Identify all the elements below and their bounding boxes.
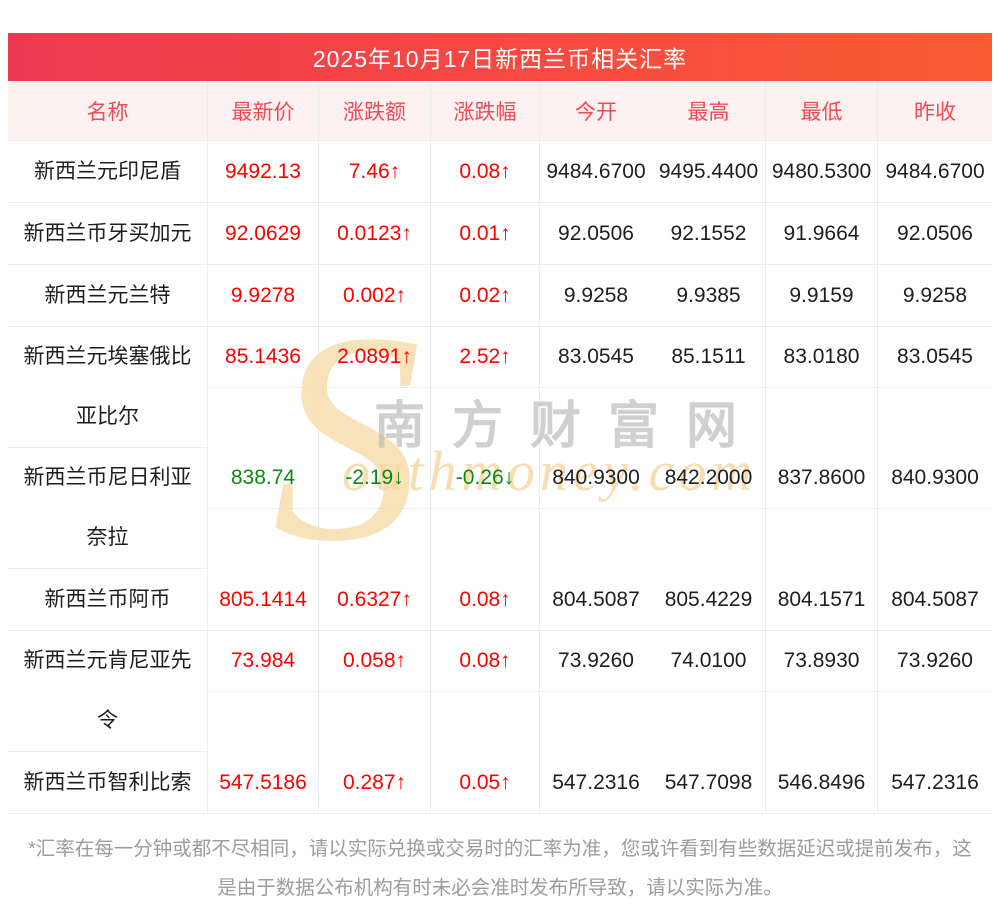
prev-close-price: 9484.6700 (885, 159, 985, 183)
change-percent: 0.08↑ (459, 159, 511, 183)
row-name: 新西兰币牙买加元 (23, 221, 192, 245)
table-row: 新西兰元埃塞俄比亚比尔 85.1436 2.0891↑ 2.52↑ 83.054… (8, 327, 992, 448)
prev-close-price: 73.9260 (878, 631, 992, 692)
disclaimer-note: *汇率在每一分钟或都不尽相同，请以实际兑换或交易时的汇率为准，您或许看到有些数据… (28, 838, 972, 899)
low-price: 91.9664 (783, 221, 860, 245)
low-price: 73.8930 (766, 631, 877, 692)
table-row: 新西兰币阿币 805.1414 0.6327↑ 0.08↑ 804.5087 8… (8, 569, 992, 631)
latest-price: 85.1436 (208, 327, 318, 388)
high-price: 805.4229 (664, 587, 753, 611)
row-name: 新西兰币智利比索 (23, 770, 192, 794)
latest-price: 805.1414 (219, 587, 307, 611)
column-header-latest: 最新价 (207, 81, 318, 140)
change-percent: 2.52↑ (431, 327, 539, 388)
high-price: 9.9385 (676, 283, 741, 307)
change-amount: 7.46↑ (348, 159, 401, 183)
high-price: 92.1552 (670, 221, 747, 245)
row-name: 新西兰币阿币 (44, 587, 171, 611)
prev-close-price: 92.0506 (897, 221, 973, 245)
change-amount: 0.002↑ (342, 283, 407, 307)
high-price: 9495.4400 (658, 159, 759, 183)
column-header-open: 今开 (539, 81, 652, 140)
low-price: 9480.5300 (771, 159, 872, 183)
table-row: 新西兰元兰特 9.9278 0.002↑ 0.02↑ 9.9258 9.9385… (8, 265, 992, 327)
change-amount: 2.0891↑ (319, 327, 430, 388)
latest-price: 9492.13 (225, 159, 301, 183)
high-price: 842.2000 (652, 448, 765, 509)
low-price: 837.8600 (766, 448, 877, 509)
change-percent: 0.08↑ (431, 631, 539, 692)
open-price: 73.9260 (540, 631, 652, 692)
change-amount: 0.287↑ (342, 770, 407, 794)
prev-close-price: 804.5087 (891, 587, 979, 611)
row-name: 新西兰币尼日利亚奈拉 (8, 448, 207, 569)
low-price: 546.8496 (777, 770, 866, 794)
prev-close-price: 547.2316 (891, 770, 979, 794)
low-price: 804.1571 (777, 587, 866, 611)
page-title: 2025年10月17日新西兰币相关汇率 (312, 46, 688, 72)
column-header-prev-close: 昨收 (877, 81, 992, 140)
table-row: 新西兰币尼日利亚奈拉 838.74 -2.19↓ -0.26↓ 840.9300… (8, 448, 992, 569)
prev-close-price: 83.0545 (878, 327, 992, 388)
low-price: 9.9159 (789, 283, 854, 307)
prev-close-price: 840.9300 (878, 448, 992, 509)
high-price: 85.1511 (652, 327, 765, 388)
prev-close-price: 9.9258 (902, 283, 968, 307)
column-header-change-pct: 涨跌幅 (430, 81, 539, 140)
table-row: 新西兰币牙买加元 92.0629 0.0123↑ 0.01↑ 92.0506 9… (8, 203, 992, 265)
latest-price: 838.74 (208, 448, 318, 509)
column-header-change: 涨跌额 (318, 81, 430, 140)
row-name: 新西兰元埃塞俄比亚比尔 (8, 327, 207, 448)
high-price: 547.7098 (664, 770, 753, 794)
change-amount: 0.058↑ (319, 631, 430, 692)
rates-table: 名称 最新价 涨跌额 涨跌幅 今开 最高 最低 昨收 新西兰元印尼盾 9492.… (8, 81, 992, 814)
change-percent: -0.26↓ (431, 448, 539, 509)
table-row: 新西兰币智利比索 547.5186 0.287↑ 0.05↑ 547.2316 … (8, 752, 992, 814)
latest-price: 92.0629 (225, 221, 301, 245)
open-price: 547.2316 (552, 770, 640, 794)
change-percent: 0.05↑ (459, 770, 511, 794)
column-header-low: 最低 (765, 81, 877, 140)
change-amount: 0.0123↑ (337, 221, 412, 245)
open-price: 840.9300 (540, 448, 652, 509)
table-header-row: 名称 最新价 涨跌额 涨跌幅 今开 最高 最低 昨收 (8, 81, 992, 141)
row-name: 新西兰元肯尼亚先令 (8, 631, 207, 752)
column-header-high: 最高 (687, 100, 730, 124)
row-name: 新西兰元兰特 (44, 283, 171, 307)
change-percent: 0.08↑ (459, 587, 511, 611)
open-price: 804.5087 (552, 587, 640, 611)
change-amount: 0.6327↑ (337, 587, 412, 611)
open-price: 9484.6700 (546, 159, 646, 183)
title-banner: 2025年10月17日新西兰币相关汇率 (8, 33, 992, 81)
column-header-name: 名称 (86, 100, 129, 124)
change-amount: -2.19↓ (319, 448, 430, 509)
open-price: 83.0545 (540, 327, 652, 388)
change-percent: 0.01↑ (459, 221, 511, 245)
change-percent: 0.02↑ (459, 283, 511, 307)
high-price: 74.0100 (652, 631, 765, 692)
row-name: 新西兰元印尼盾 (34, 159, 181, 183)
open-price: 9.9258 (563, 283, 629, 307)
latest-price: 547.5186 (219, 770, 307, 794)
latest-price: 9.9278 (230, 283, 296, 307)
table-row: 新西兰元印尼盾 9492.13 7.46↑ 0.08↑ 9484.6700 94… (8, 141, 992, 203)
low-price: 83.0180 (766, 327, 877, 388)
table-row: 新西兰元肯尼亚先令 73.984 0.058↑ 0.08↑ 73.9260 74… (8, 631, 992, 752)
open-price: 92.0506 (558, 221, 634, 245)
latest-price: 73.984 (208, 631, 318, 692)
